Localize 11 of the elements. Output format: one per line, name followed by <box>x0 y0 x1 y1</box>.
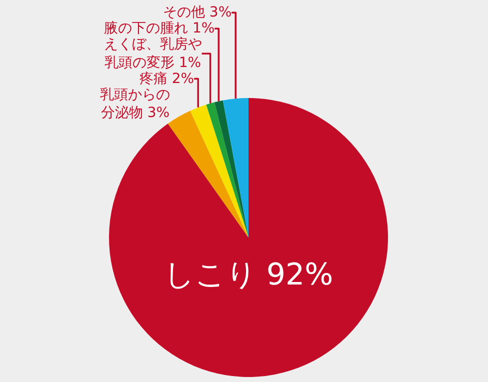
pie-slice <box>168 110 248 238</box>
slice-label: 腋の下の腫れ 1% <box>104 20 215 37</box>
slice-label: その他 3% <box>162 4 232 21</box>
slice-label: えくぼ、乳房や乳頭の変形 1% <box>104 36 202 71</box>
pie-slice <box>206 102 248 238</box>
pie-slice <box>214 100 248 238</box>
pie-slice <box>190 104 248 238</box>
pie-slice <box>222 98 248 238</box>
slice-label: 乳頭からの分泌物 3% <box>100 86 170 121</box>
slice-label: しこり 92% <box>164 258 334 293</box>
slice-label: 疼痛 2% <box>139 70 194 87</box>
